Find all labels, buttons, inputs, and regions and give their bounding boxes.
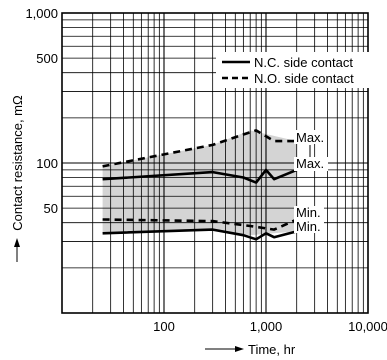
max-nc-label: Max. bbox=[296, 156, 324, 171]
max-no-label-bg bbox=[294, 130, 324, 144]
legend-label-nc: N.C. side contact bbox=[254, 55, 353, 70]
x-tick-label: 1,000 bbox=[250, 319, 283, 334]
legend: N.C. side contact N.O. side contact bbox=[216, 52, 381, 88]
legend-box bbox=[216, 52, 381, 88]
max-nc-label-bg bbox=[294, 157, 328, 171]
x-tick-label: 10,000 bbox=[348, 319, 387, 334]
annotations: Max. Max. Min. Min. bbox=[294, 130, 328, 234]
y-tick-label: 1,000 bbox=[25, 6, 58, 21]
y-tick-label: 500 bbox=[36, 51, 58, 66]
y-tick-label: 50 bbox=[44, 201, 58, 216]
y-axis-arrow-head bbox=[14, 238, 20, 247]
series-line-4 bbox=[102, 218, 298, 231]
y-tick-label: 100 bbox=[36, 156, 58, 171]
min-nc-label: Min. bbox=[296, 219, 321, 234]
plot-frame bbox=[61, 12, 369, 314]
series-layer bbox=[102, 129, 298, 241]
x-axis-arrow-head bbox=[235, 346, 244, 352]
x-axis-label: Time, hr bbox=[248, 342, 296, 357]
min-no-label: Min. bbox=[296, 205, 321, 220]
x-tick-label: 100 bbox=[153, 319, 175, 334]
max-no-label: Max. bbox=[296, 130, 324, 145]
min-nc-label-bg bbox=[294, 219, 324, 233]
series-line-3 bbox=[102, 129, 297, 168]
min-no-label-bg bbox=[294, 206, 324, 220]
band-layer bbox=[102, 130, 297, 236]
legend-label-no: N.O. side contact bbox=[254, 71, 354, 86]
tick-labels: 100 1,000 10,000 1,000 500 100 50 bbox=[25, 6, 387, 334]
series-line-1 bbox=[102, 168, 298, 184]
y-axis-label: Contact resistance, mΩ bbox=[10, 95, 25, 231]
series-line-2 bbox=[102, 228, 298, 241]
min-max-band bbox=[102, 130, 297, 236]
y-axis-title: Contact resistance, mΩ bbox=[10, 95, 25, 231]
